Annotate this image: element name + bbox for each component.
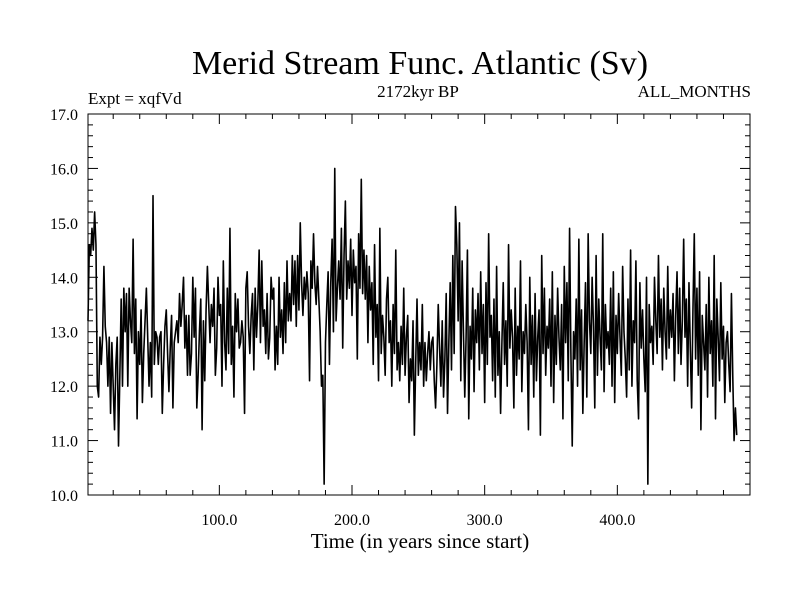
months-label: ALL_MONTHS [638,82,751,101]
y-tick-label: 11.0 [51,434,78,451]
y-tick-label: 16.0 [50,161,78,178]
y-tick-label: 13.0 [50,325,78,342]
x-tick-label: 100.0 [201,512,237,529]
tick-labels: 100.0 200.0 300.0 400.0 10.0 11.0 12.0 13.0 14.0… [50,107,635,529]
period-label: 2172kyr BP [377,82,459,101]
y-tick-label: 14.0 [50,270,78,287]
y-tick-label: 15.0 [50,216,78,233]
x-tick-label: 300.0 [467,512,503,529]
axis-ticks [88,114,750,495]
series-line [87,167,738,485]
x-axis-label: Time (in years since start) [311,529,530,553]
x-tick-label: 200.0 [334,512,370,529]
x-tick-label: 400.0 [599,512,635,529]
y-tick-label: 17.0 [50,107,78,124]
experiment-label: Expt = xqfVd [88,89,182,108]
y-tick-label: 12.0 [50,379,78,396]
y-tick-label: 10.0 [50,488,78,505]
plot-frame [87,113,751,496]
chart-title: Merid Stream Func. Atlantic (Sv) [192,45,648,82]
